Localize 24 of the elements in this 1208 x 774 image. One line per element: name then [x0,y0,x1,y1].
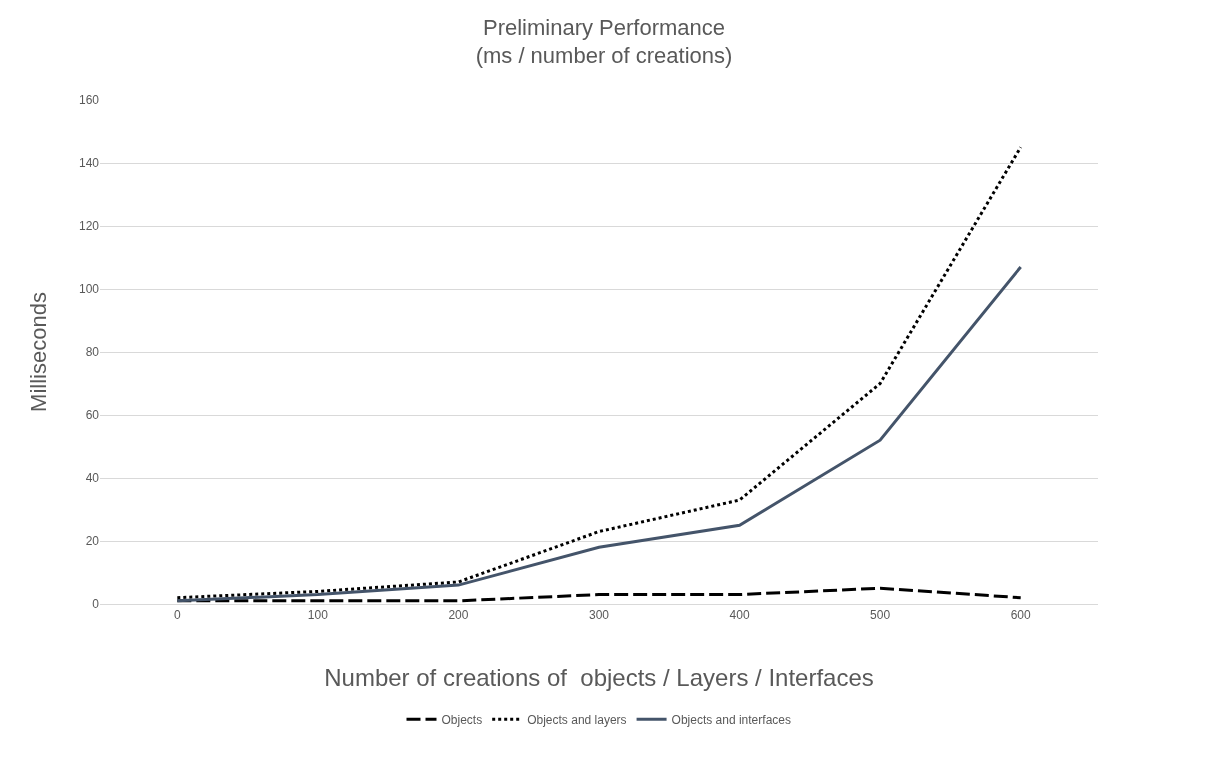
y-tick-label: 20 [85,534,100,549]
legend-label: Objects and interfaces [671,712,791,727]
x-tick-label: 400 [729,608,750,623]
y-tick-label: 80 [85,345,100,360]
x-tick-label: 300 [588,608,610,623]
y-tick-label: 140 [78,156,100,171]
y-tick-label: 60 [85,408,100,423]
x-tick-label: 0 [173,608,181,623]
y-tick-label: 100 [78,282,100,297]
legend-label: Objects and layers [527,712,627,727]
line-series [175,145,1023,600]
x-tick-label: 200 [448,608,469,623]
legend-label: Objects [441,712,483,727]
chart-title: Preliminary Performance [482,14,726,40]
y-tick-label: 120 [78,219,100,234]
y-tick-label: 0 [92,597,100,612]
chart-subtitle: (ms / number of creations) [475,43,733,69]
x-tick-label: 100 [307,608,329,623]
y-tick-label: 40 [85,471,100,486]
x-tick-label: 500 [870,608,891,623]
y-tick-label: 160 [78,93,100,108]
y-axis-title: Milliseconds [26,292,51,412]
x-axis-title: Number of creations of objects / Layers / Interfaces [324,664,874,691]
x-tick-label: 600 [1010,608,1032,623]
